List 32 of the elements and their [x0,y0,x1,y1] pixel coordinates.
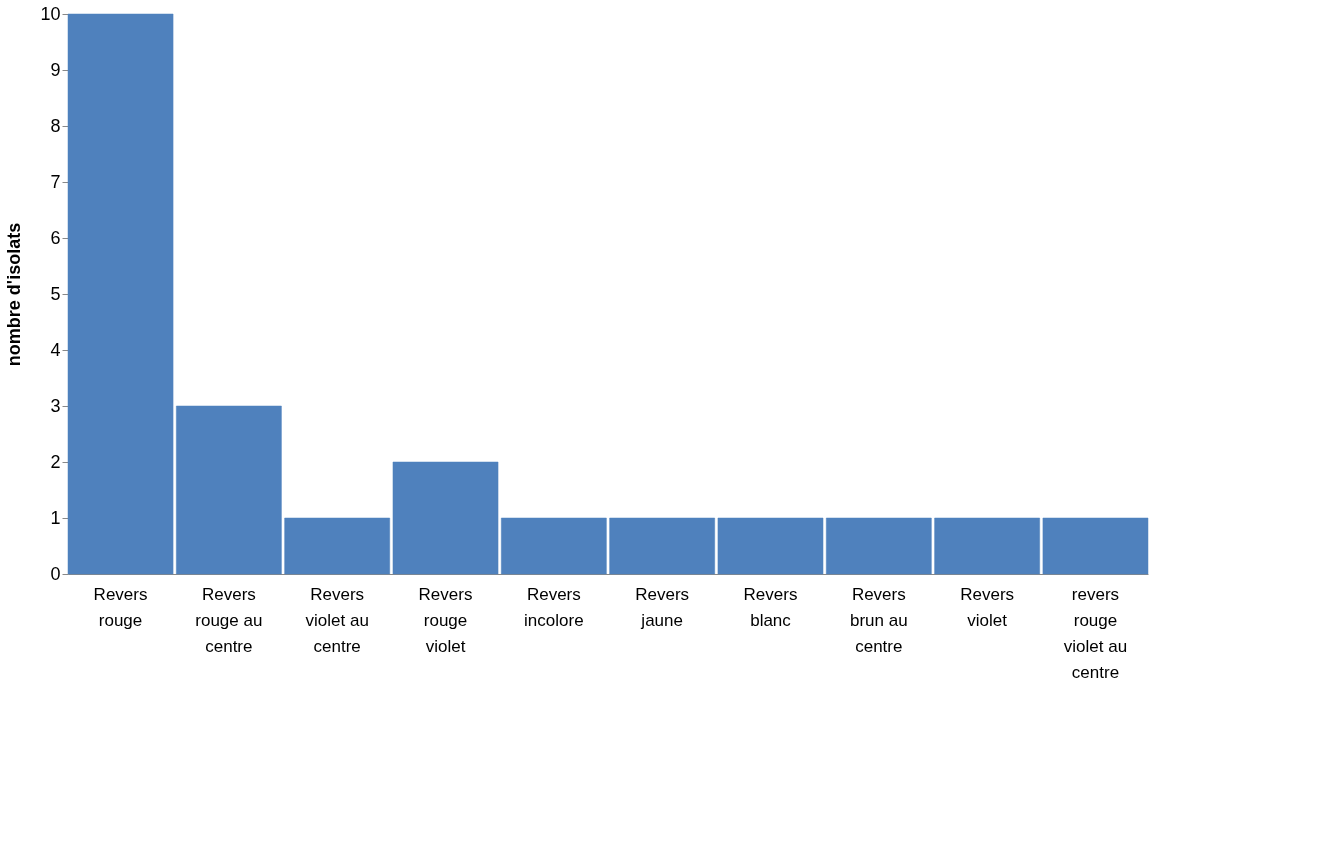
y-tick-label: 9 [50,59,61,80]
x-tick-label: Revers jaune [635,584,690,630]
y-tick-label: 5 [50,283,61,304]
bar [826,517,932,575]
x-tick-label: Revers violet au centre [305,584,369,656]
y-tick-label: 7 [50,171,61,192]
bar [1042,517,1149,575]
bar [392,461,499,575]
bar [934,517,1040,575]
y-tick-label: 8 [50,115,61,136]
bar [501,517,607,575]
y-tick-label: 1 [50,507,61,528]
x-tick-label: Revers brun au centre [849,584,908,656]
bar [176,405,282,575]
x-tick-label: Revers rouge [93,584,148,630]
bar [717,517,824,575]
y-tick-label: 3 [50,395,61,416]
x-tick-label: Revers rouge au centre [195,584,263,656]
x-tick-label: Revers incolore [524,584,584,630]
bar [67,13,174,575]
x-tick-label: Revers blanc [743,584,798,630]
x-tick-label: revers rouge violet au centre [1063,584,1128,682]
x-tick-label: Revers violet [960,584,1015,630]
y-tick-label: 10 [40,3,61,24]
y-tick-label: 4 [50,339,61,360]
y-axis-title: nombre d'isolats [4,222,25,367]
y-tick-label: 0 [50,563,61,584]
bar [284,517,390,575]
x-tick-label: Revers rouge violet [418,584,473,656]
y-tick-label: 2 [50,451,61,472]
y-tick-label: 6 [50,227,61,248]
bar [609,517,715,575]
